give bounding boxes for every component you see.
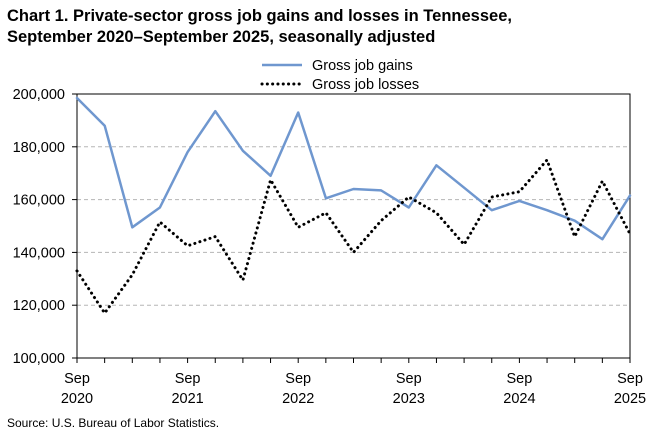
gridlines — [77, 146, 630, 306]
chart-title-line-2: September 2020–September 2025, seasonall… — [7, 28, 436, 46]
x-tick-label-year: 2021 — [171, 391, 203, 407]
source-note: Source: U.S. Bureau of Labor Statistics. — [7, 416, 220, 430]
y-tick-label: 120,000 — [13, 298, 65, 314]
x-tick-label-month: Sep — [506, 371, 532, 387]
legend-label-gains: Gross job gains — [312, 58, 413, 74]
x-tick-label-month: Sep — [617, 371, 643, 387]
x-tick-label-year: 2024 — [503, 391, 535, 407]
x-tick-label-month: Sep — [396, 371, 422, 387]
x-tick-label-year: 2022 — [282, 391, 314, 407]
y-axis-ticks: 100,000 120,000 140,000 160,000 180,000 200,0… — [13, 87, 77, 367]
y-tick-label: 140,000 — [13, 245, 65, 261]
x-tick-label-month: Sep — [285, 371, 311, 387]
series-line-gross-job-losses — [75, 158, 632, 315]
x-tick-label-year: 2020 — [61, 391, 93, 407]
plot-area-border — [76, 93, 631, 359]
series-lines — [75, 96, 632, 315]
y-tick-label: 100,000 — [13, 351, 65, 367]
y-tick-label: 200,000 — [13, 87, 65, 103]
x-tick-label-month: Sep — [175, 371, 201, 387]
legend: Gross job gains Gross job losses — [260, 58, 419, 93]
x-tick-label-year: 2023 — [393, 391, 425, 407]
chart-title-line-1: Chart 1. Private-sector gross job gains … — [7, 7, 512, 25]
y-tick-label: 160,000 — [13, 193, 65, 209]
y-tick-label: 180,000 — [13, 140, 65, 156]
legend-label-losses: Gross job losses — [312, 77, 419, 93]
chart-title: Chart 1. Private-sector gross job gains … — [7, 6, 512, 48]
x-tick-label-year: 2025 — [614, 391, 646, 407]
x-axis-ticks: Sep 2020 Sep 2021 Sep 2022 Sep 2023 Sep 2024 Sep 20… — [61, 358, 646, 407]
series-line-gross-job-gains — [75, 96, 632, 241]
x-tick-label-month: Sep — [64, 371, 90, 387]
